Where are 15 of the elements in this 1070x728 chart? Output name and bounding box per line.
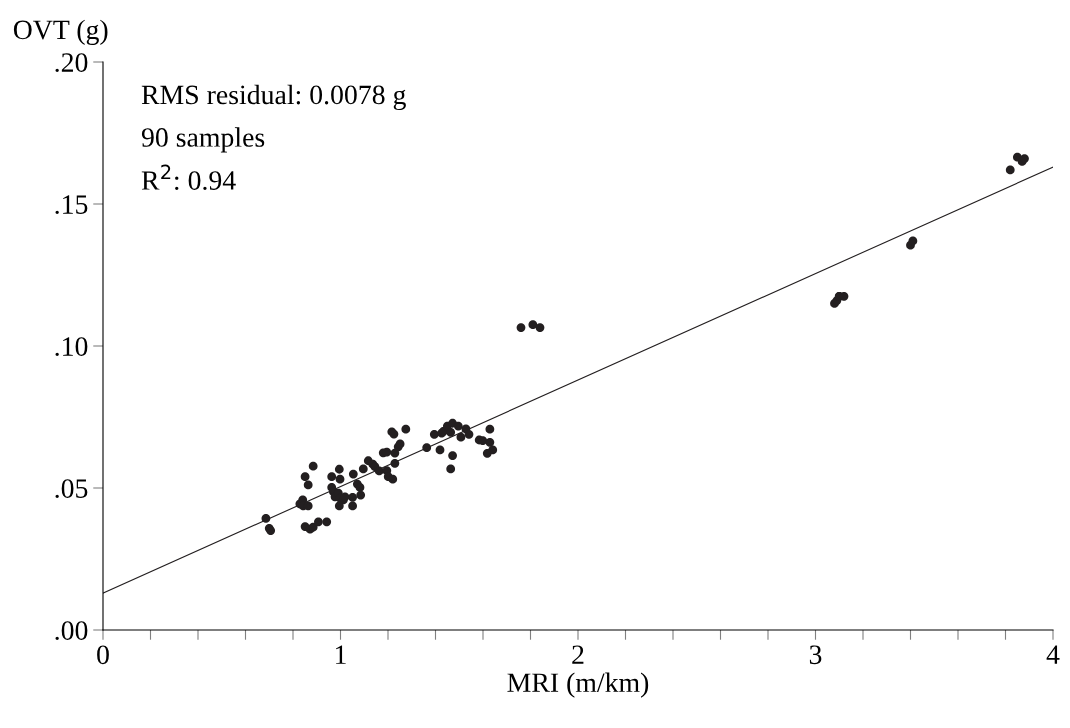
x-tick-label: 2 (572, 645, 584, 664)
y-tick-label: .15 (55, 195, 88, 215)
y-tick-label: .00 (55, 621, 88, 641)
y-tick-label: .10 (55, 337, 88, 357)
x-tick-label: 0 (97, 645, 109, 665)
x-axis-title: MRI (m/km) (507, 672, 649, 698)
x-tick-label: 1 (336, 645, 346, 664)
y-tick-label: .05 (55, 479, 88, 499)
annotation: R$^{2}$: 0.94 (141, 164, 236, 191)
x-tick-label: 3 (809, 645, 822, 665)
annotation: 90 samples (141, 127, 265, 153)
y-axis-title: OVT (g) (13, 19, 108, 45)
annotation: RMS residual: 0.0078 g (141, 84, 406, 110)
y-tick-label: .20 (55, 53, 88, 73)
x-tick-label: 4 (1046, 645, 1060, 664)
